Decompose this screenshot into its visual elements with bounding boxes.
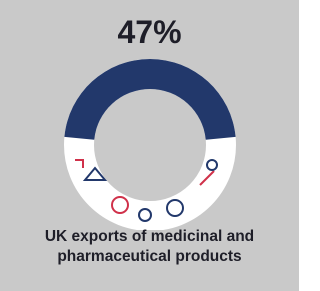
donut (0, 0, 299, 230)
caption: UK exports of medicinal and pharmaceutic… (20, 227, 279, 267)
donut-segment (64, 59, 235, 140)
infographic: 47% UK exports of medicinal and pharmace… (0, 0, 299, 291)
